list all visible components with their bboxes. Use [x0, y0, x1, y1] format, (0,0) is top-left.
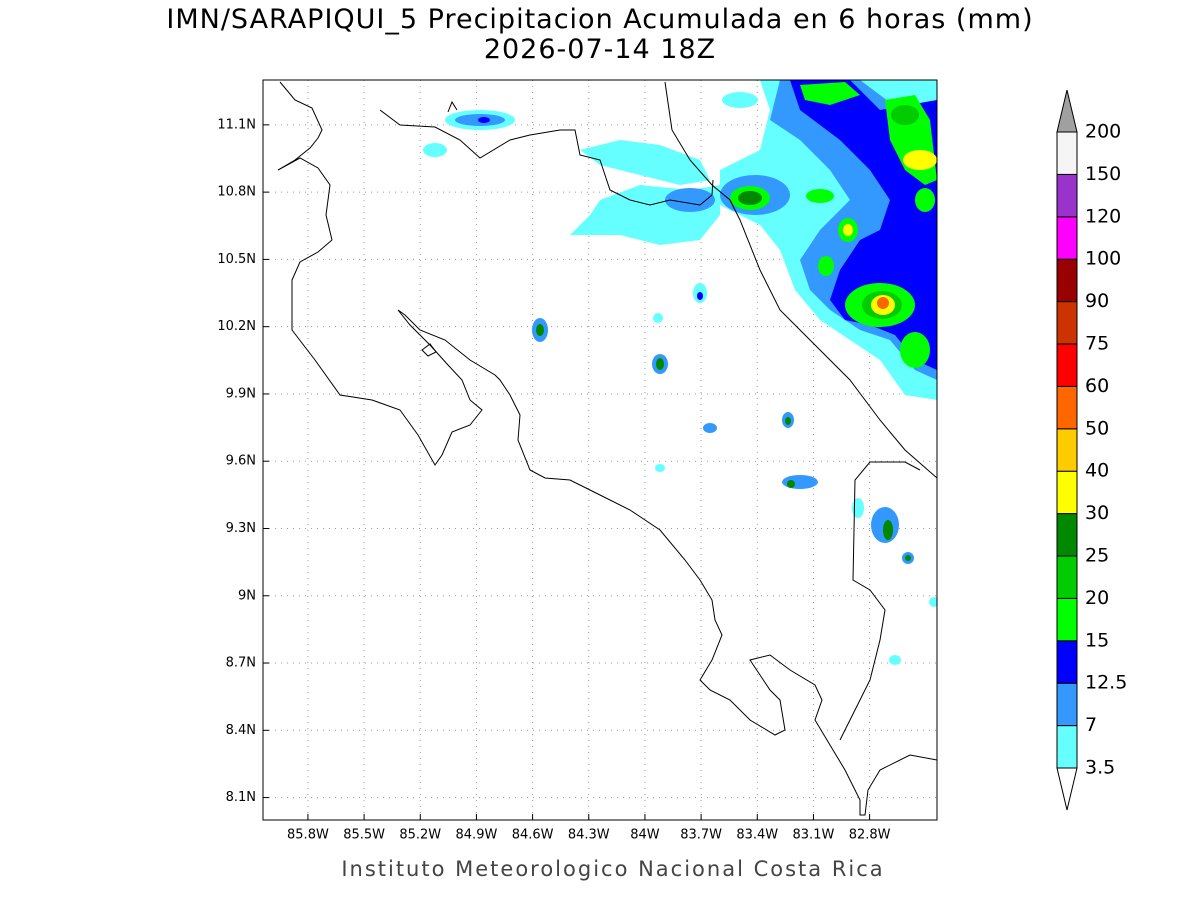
colorbar-label: 25 — [1085, 545, 1109, 567]
colorbar-over — [1056, 89, 1078, 133]
colorbar-box — [1056, 597, 1078, 642]
colorbar-box — [1056, 343, 1078, 387]
colorbar-label: 200 — [1085, 121, 1121, 143]
subtitle: 2026-07-14 18Z — [484, 34, 716, 65]
colorbar-label: 30 — [1085, 502, 1109, 524]
title: IMN/SARAPIQUI_5 Precipitacion Acumulada … — [166, 4, 1033, 35]
y-tick-label: 8.1N — [226, 790, 256, 805]
y-tick-label: 9.3N — [226, 521, 256, 536]
colorbar-box — [1056, 513, 1078, 557]
footer: Instituto Meteorologico Nacional Costa R… — [341, 857, 884, 881]
colorbar-label: 60 — [1085, 375, 1109, 397]
colorbar-box — [1056, 131, 1078, 175]
colorbar-box — [1056, 640, 1078, 684]
precipitation — [423, 80, 937, 665]
y-tick-label: 9.6N — [226, 454, 256, 469]
colorbar-label: 100 — [1085, 248, 1121, 270]
colorbar-box — [1056, 555, 1078, 599]
colorbar-label: 40 — [1085, 460, 1109, 482]
colorbar-under — [1056, 767, 1078, 811]
x-tick-label: 85.2W — [399, 828, 441, 843]
colorbar-box — [1056, 301, 1078, 345]
x-tick-label: 84.3W — [568, 828, 610, 843]
y-tick-label: 10.2N — [217, 319, 256, 334]
y-tick-label: 11.1N — [217, 117, 256, 132]
grid — [263, 80, 937, 820]
colorbar-box — [1056, 258, 1078, 303]
x-tick-label: 82.8W — [849, 828, 891, 843]
colorbar-label: 12.5 — [1085, 672, 1127, 694]
colorbar-box — [1056, 725, 1078, 769]
x-tick-label: 84.6W — [512, 828, 554, 843]
y-tick-label: 9.9N — [226, 386, 256, 401]
colorbar-label: 150 — [1085, 163, 1121, 185]
map-frame — [262, 79, 938, 821]
colorbar-label: 7 — [1085, 714, 1097, 736]
y-tick-label: 8.7N — [226, 656, 256, 671]
colorbar-box — [1056, 682, 1078, 727]
colorbar-box — [1056, 470, 1078, 515]
coastline — [277, 81, 937, 816]
colorbar-label: 90 — [1085, 290, 1109, 312]
x-tick-label: 85.5W — [343, 828, 385, 843]
x-tick-label: 83.7W — [680, 828, 722, 843]
y-tick-label: 8.4N — [226, 723, 256, 738]
colorbar-box — [1056, 173, 1078, 218]
colorbar-box — [1056, 216, 1078, 260]
colorbar-label: 20 — [1085, 587, 1109, 609]
colorbar-label: 15 — [1085, 629, 1109, 651]
x-tick-label: 84.9W — [456, 828, 498, 843]
colorbar: 3.5 7 12.5 15 20 25 30 40 50 60 75 90 100 120 150 200 — [1056, 89, 1127, 811]
colorbar-label: 3.5 — [1085, 757, 1115, 779]
y-tick-label: 10.5N — [217, 252, 256, 267]
x-tick-label: 83.1W — [793, 828, 835, 843]
colorbar-box — [1056, 385, 1078, 430]
y-tick-label: 9N — [238, 588, 256, 603]
x-tick-label: 84W — [630, 828, 660, 843]
colorbar-label: 120 — [1085, 205, 1121, 227]
colorbar-box — [1056, 428, 1078, 472]
y-tick-label: 10.8N — [217, 185, 256, 200]
colorbar-label: 50 — [1085, 417, 1109, 439]
x-tick-label: 85.8W — [287, 828, 329, 843]
colorbar-label: 75 — [1085, 333, 1109, 355]
x-tick-label: 83.4W — [736, 828, 778, 843]
